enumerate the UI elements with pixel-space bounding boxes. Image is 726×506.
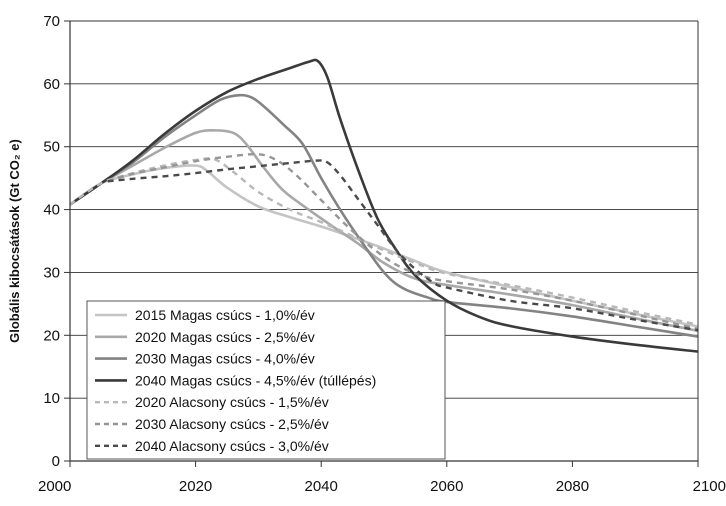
legend-entry: 2015 Magas csúcs - 1,0%/év [135, 307, 315, 323]
x-tick-label: 2000 [38, 478, 71, 495]
series-line-1 [69, 129, 699, 333]
legend-entry: 2040 Alacsony csúcs - 3,0%/év [135, 438, 329, 454]
y-tick-label: 60 [43, 76, 60, 93]
axes [64, 20, 699, 467]
y-axis-label: Globális kibocsátások (Gt CO₂ e) [7, 139, 22, 343]
y-tick-label: 0 [52, 453, 60, 470]
y-tick-label: 20 [43, 327, 60, 344]
x-tick-label: 2080 [556, 478, 589, 495]
series-lines [69, 58, 699, 353]
legend-entry: 2040 Magas csúcs - 4,5%/év (túllépés) [135, 372, 376, 388]
x-tick-label: 2060 [430, 478, 463, 495]
legend-box [86, 300, 446, 460]
legend-entry: 2020 Alacsony csúcs - 1,5%/év [135, 394, 329, 410]
y-tick-label: 40 [43, 202, 60, 219]
y-tick-label: 70 [43, 13, 60, 30]
series-line-3 [69, 58, 699, 353]
x-tick-label: 2020 [179, 478, 212, 495]
series-line-4 [69, 157, 699, 326]
legend: 2015 Magas csúcs - 1,0%/év 2020 Magas csú… [86, 300, 446, 460]
series-line-6 [107, 159, 699, 332]
series-line-2 [69, 93, 699, 338]
legend-entry: 2030 Magas csúcs - 4,0%/év [135, 351, 315, 367]
x-tick-label: 2100 [693, 478, 726, 495]
legend-entry: 2020 Magas csúcs - 2,5%/év [135, 329, 315, 345]
y-tick-label: 50 [43, 139, 60, 156]
y-tick-label: 30 [43, 264, 60, 281]
series-line-5 [107, 152, 699, 331]
x-tick-label: 2040 [305, 478, 338, 495]
legend-entry: 2030 Alacsony csúcs - 2,5%/év [135, 416, 329, 432]
y-tick-label: 10 [43, 390, 60, 407]
tick-labels: 0 10 20 30 40 50 60 70 2000 2020 2040 2060 2080 2100 [38, 13, 726, 495]
